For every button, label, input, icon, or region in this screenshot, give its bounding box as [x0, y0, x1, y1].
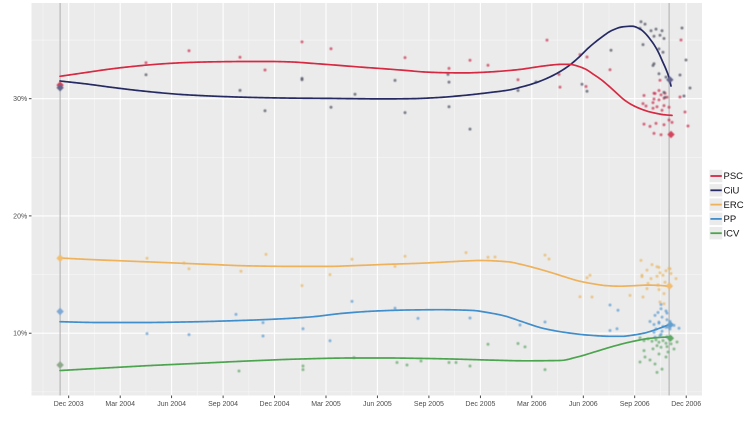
svg-text:Dec 2003: Dec 2003: [54, 401, 84, 408]
svg-text:Dec 2004: Dec 2004: [260, 401, 290, 408]
svg-text:PSC: PSC: [724, 171, 744, 182]
svg-text:Mar 2004: Mar 2004: [105, 401, 135, 408]
svg-text:30%: 30%: [13, 96, 27, 103]
svg-text:Sep 2004: Sep 2004: [208, 401, 238, 408]
svg-text:Jun 2006: Jun 2006: [569, 401, 598, 408]
svg-text:ICV: ICV: [724, 228, 741, 239]
svg-text:CiU: CiU: [724, 186, 740, 197]
svg-text:PP: PP: [724, 214, 737, 225]
svg-text:Sep 2005: Sep 2005: [414, 401, 444, 408]
svg-text:Dec 2006: Dec 2006: [671, 401, 701, 408]
svg-text:Sep 2006: Sep 2006: [620, 401, 650, 408]
svg-text:ERC: ERC: [724, 200, 744, 211]
svg-text:Mar 2006: Mar 2006: [517, 401, 547, 408]
svg-text:10%: 10%: [13, 331, 27, 338]
svg-text:Dec 2005: Dec 2005: [465, 401, 495, 408]
svg-text:Mar 2005: Mar 2005: [311, 401, 341, 408]
svg-text:Jun 2005: Jun 2005: [363, 401, 392, 408]
svg-text:20%: 20%: [13, 213, 27, 220]
svg-text:Jun 2004: Jun 2004: [157, 401, 186, 408]
